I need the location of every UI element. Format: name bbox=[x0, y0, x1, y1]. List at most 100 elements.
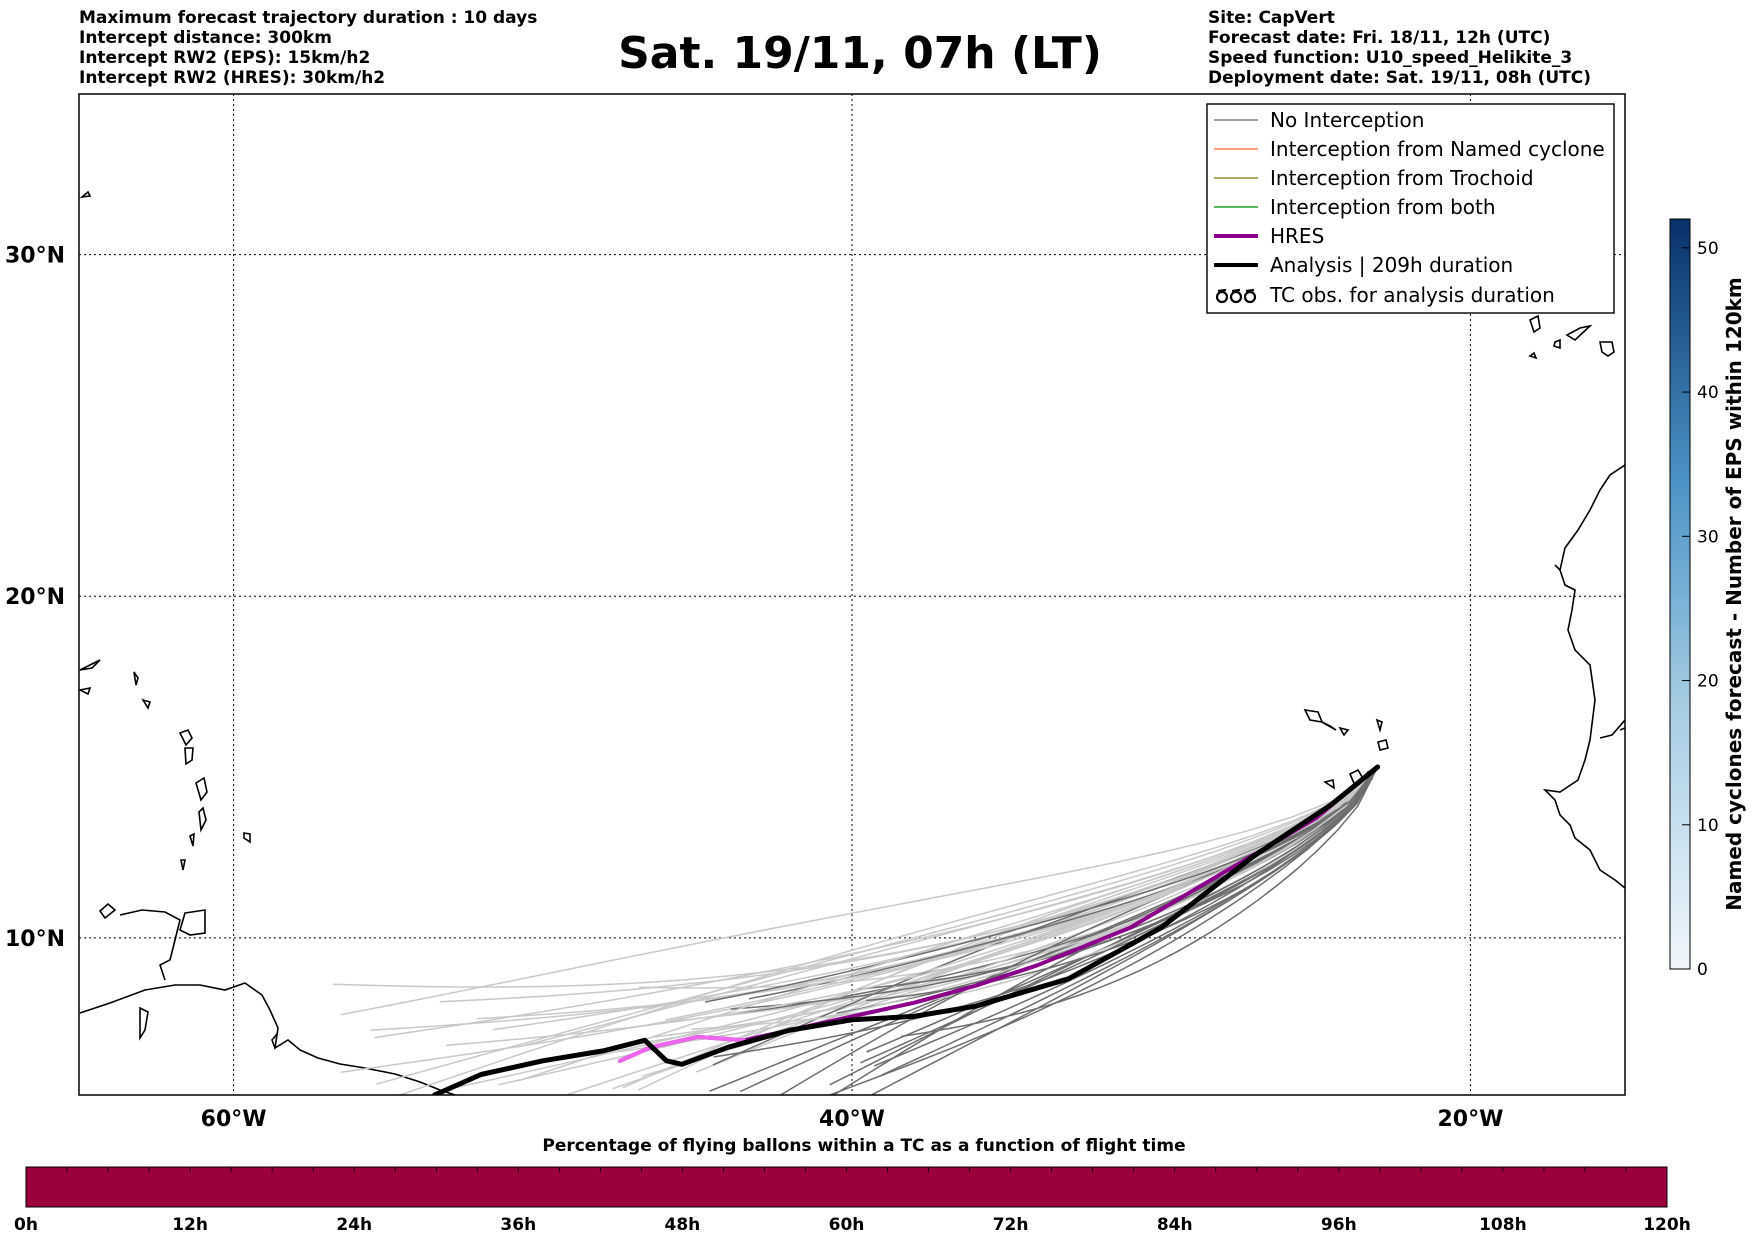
eps-trajectory bbox=[375, 766, 1379, 1085]
latitude-label: 10°N bbox=[5, 927, 65, 952]
colorbar-tick-label: 0 bbox=[1697, 960, 1708, 980]
latitude-labels: 30°N 20°N 10°N bbox=[5, 244, 65, 952]
info-line: Intercept RW2 (HRES): 30km/h2 bbox=[79, 68, 386, 88]
island-martinique bbox=[195, 776, 208, 802]
island-guadeloupe bbox=[178, 728, 193, 747]
time-bar-ticks: 0h 12h 24h 36h 48h 60h 72h 84h 96h 108h 120h bbox=[14, 1167, 1691, 1235]
colorbar-gradient bbox=[1669, 218, 1691, 970]
legend-box bbox=[1206, 103, 1615, 314]
time-bar-title: Percentage of flying ballons within a TC… bbox=[542, 1136, 1185, 1156]
eps-trajectory bbox=[454, 766, 1379, 1089]
time-bar-tick-label: 72h bbox=[993, 1215, 1029, 1235]
eps-trajectory bbox=[709, 766, 1379, 1092]
hres-trajectory bbox=[618, 765, 1380, 1063]
island-canary bbox=[1599, 341, 1615, 357]
colorbar-tick-label: 40 bbox=[1697, 383, 1719, 403]
latitude-label: 30°N bbox=[5, 244, 65, 269]
island-cape-verde bbox=[1377, 739, 1389, 751]
eps-trajectory bbox=[873, 766, 1379, 1067]
eps-trajectory bbox=[641, 766, 1379, 1077]
longitude-labels: 60°W 40°W 20°W bbox=[201, 1107, 1504, 1132]
info-line: Forecast date: Fri. 18/11, 12h (UTC) bbox=[1208, 28, 1551, 48]
eps-trajectory bbox=[712, 766, 1379, 1066]
legend: No Interception Interception from Named … bbox=[1206, 103, 1615, 314]
coastline-venezuela-east bbox=[119, 909, 181, 981]
time-bar-tick-label: 60h bbox=[829, 1215, 865, 1235]
eps-trajectory bbox=[827, 766, 1379, 1095]
island bbox=[189, 832, 195, 847]
info-line: Site: CapVert bbox=[1208, 8, 1335, 28]
island-cape-verde bbox=[1338, 726, 1350, 737]
eps-trajectory bbox=[439, 766, 1379, 1003]
longitude-label: 20°W bbox=[1437, 1107, 1503, 1132]
eps-trajectory bbox=[340, 766, 1379, 1016]
island bbox=[79, 190, 92, 199]
eps-trajectory bbox=[370, 766, 1379, 1031]
island-cape-verde bbox=[1303, 708, 1324, 724]
legend-label: Analysis | 209h duration bbox=[1270, 253, 1513, 277]
island-canary bbox=[1528, 351, 1538, 360]
eps-trajectory bbox=[639, 766, 1379, 989]
time-bar-tick-label: 108h bbox=[1479, 1215, 1527, 1235]
island-canary bbox=[1565, 324, 1593, 342]
map-title: Sat. 19/11, 07h (LT) bbox=[618, 28, 1102, 79]
coastline-detail bbox=[271, 1033, 278, 1049]
island-barbados bbox=[243, 832, 251, 844]
legend-label: HRES bbox=[1270, 224, 1324, 248]
coastline-africa bbox=[1542, 464, 1625, 889]
longitude-label: 40°W bbox=[819, 1107, 885, 1132]
latitude-label: 20°N bbox=[5, 585, 65, 610]
eps-trajectory bbox=[900, 766, 1379, 1038]
eps-trajectory bbox=[476, 766, 1379, 1020]
eps-trajectory bbox=[340, 766, 1379, 1073]
info-line: Intercept RW2 (EPS): 15km/h2 bbox=[79, 48, 371, 68]
legend-label: TC obs. for analysis duration bbox=[1269, 283, 1555, 307]
time-bar-tick-label: 96h bbox=[1321, 1215, 1357, 1235]
eps-trajectory bbox=[566, 766, 1379, 1095]
eps-trajectory bbox=[518, 766, 1379, 1082]
island bbox=[98, 902, 117, 920]
time-bar-tick-label: 36h bbox=[500, 1215, 536, 1235]
time-bar-fill bbox=[25, 1166, 1668, 1208]
analysis-trajectory bbox=[432, 764, 1381, 1095]
legend-label: Interception from both bbox=[1270, 195, 1496, 219]
eps-trajectory bbox=[622, 766, 1379, 1089]
time-bar-tick-label: 0h bbox=[14, 1215, 38, 1235]
colorbar-tick-label: 30 bbox=[1697, 527, 1719, 547]
island bbox=[79, 686, 92, 696]
colorbar-tick-label: 10 bbox=[1697, 816, 1719, 836]
eps-trajectory bbox=[446, 766, 1379, 1047]
colorbar-title: Named cyclones forecast - Number of EPS … bbox=[1722, 277, 1746, 911]
eps-trajectory bbox=[866, 766, 1379, 1002]
island-canary bbox=[1529, 314, 1541, 334]
colorbar-tick-label: 50 bbox=[1697, 239, 1719, 259]
time-bar-tick-label: 12h bbox=[172, 1215, 208, 1235]
island bbox=[139, 1006, 149, 1041]
time-bar-tick-label: 120h bbox=[1643, 1215, 1691, 1235]
tc-symbol-icon bbox=[1215, 288, 1257, 304]
main-series bbox=[432, 764, 1381, 1095]
info-line: Deployment date: Sat. 19/11, 08h (UTC) bbox=[1208, 68, 1592, 88]
eps-trajectory bbox=[333, 766, 1379, 988]
eps-trajectory bbox=[670, 766, 1379, 1023]
colorbar-ticks: 0 10 20 30 40 50 bbox=[1682, 239, 1719, 980]
island-st-lucia bbox=[198, 806, 207, 833]
cyclone-colorbar: 0 10 20 30 40 50 Named cyclones forecast - Nu… bbox=[1669, 218, 1746, 980]
info-line: Speed function: U10_speed_Helikite_3 bbox=[1208, 48, 1573, 68]
island-cape-verde bbox=[1375, 718, 1383, 734]
legend-label: No Interception bbox=[1270, 108, 1424, 132]
eps-trajectory bbox=[618, 766, 1379, 1053]
eps-trajectory bbox=[829, 766, 1379, 1086]
island-cape-verde bbox=[1323, 779, 1336, 790]
coastline-south-america bbox=[79, 982, 456, 1095]
legend-label: Interception from Named cyclone bbox=[1270, 137, 1605, 161]
eps-trajectory bbox=[397, 766, 1379, 1095]
eps-trajectory bbox=[779, 766, 1379, 1095]
island-trinidad bbox=[179, 909, 206, 936]
legend-label: Interception from Trochoid bbox=[1270, 166, 1534, 190]
time-colorbar: Percentage of flying ballons within a TC… bbox=[14, 1136, 1691, 1235]
colorbar-tick-label: 20 bbox=[1697, 672, 1719, 692]
run-info-right: Site: CapVert Forecast date: Fri. 18/11,… bbox=[1208, 8, 1591, 88]
run-info-left: Maximum forecast trajectory duration : 1… bbox=[79, 8, 537, 88]
